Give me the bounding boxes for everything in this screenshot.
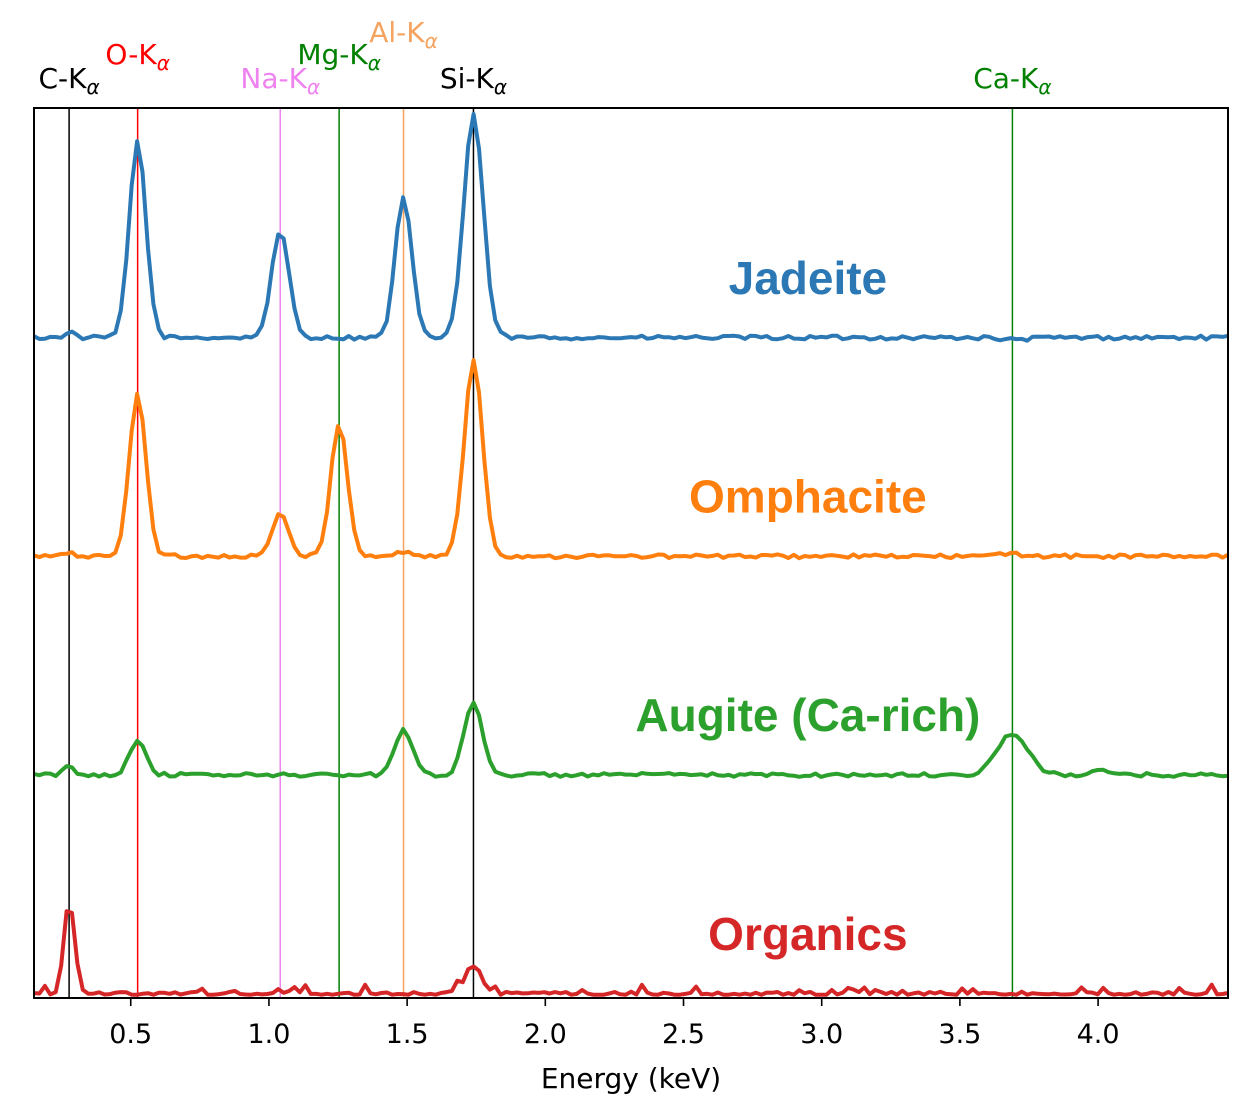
series-omphacite <box>33 358 1229 561</box>
reference-label-na: Na-Kα <box>240 62 320 99</box>
series-augite-ca-rich <box>33 700 1229 779</box>
series-jadeite <box>33 112 1229 343</box>
series-name-label: Augite (Ca-rich) <box>635 689 980 741</box>
series-name-label: Jadeite <box>729 252 888 304</box>
series-name-label: Omphacite <box>689 471 927 523</box>
reference-label-c: C-Kα <box>38 62 99 99</box>
spectra-series <box>33 112 1229 997</box>
x-tick-label: 1.5 <box>386 1019 429 1050</box>
x-tick-label: 4.0 <box>1077 1019 1120 1050</box>
plot-frame <box>33 107 1229 999</box>
x-tick-label: 0.5 <box>109 1019 152 1050</box>
series-name-label: Organics <box>708 908 907 960</box>
series-labels: Jadeite Omphacite Augite (Ca-rich) Organics <box>635 252 980 960</box>
reference-label-si: Si-Kα <box>440 62 507 99</box>
x-tick-label: 2.5 <box>662 1019 705 1050</box>
x-axis-label: Energy (keV) <box>541 1062 721 1095</box>
reference-lines <box>68 108 1014 998</box>
reference-label-ca: Ca-Kα <box>973 62 1051 99</box>
reference-label-o: O-Kα <box>105 38 169 75</box>
series-organics <box>33 909 1229 997</box>
reference-label-mg: Mg-Kα <box>297 38 381 75</box>
x-tick-label: 2.0 <box>524 1019 567 1050</box>
reference-label-al: Al-Kα <box>369 16 438 53</box>
x-tick-label: 3.0 <box>800 1019 843 1050</box>
x-axis: 0.5 1.0 1.5 2.0 2.5 3.0 3.5 4.0 <box>109 998 1120 1050</box>
x-tick-label: 1.0 <box>247 1019 290 1050</box>
x-tick-label: 3.5 <box>938 1019 981 1050</box>
